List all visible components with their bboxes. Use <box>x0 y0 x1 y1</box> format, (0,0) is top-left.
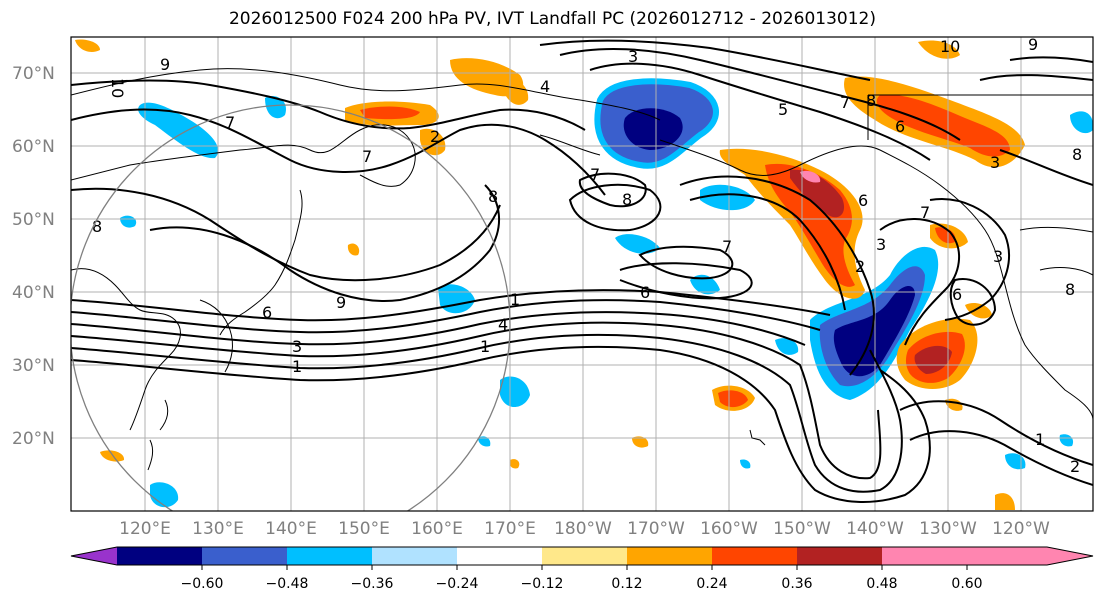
colorbar-outline <box>70 546 1094 566</box>
contour-label: 8 <box>866 91 876 110</box>
lon-label: 130°W <box>919 519 977 539</box>
colorbar-extend-low <box>71 547 117 565</box>
lon-label: 140°W <box>846 519 904 539</box>
colorbar-tick-label: 0.12 <box>611 576 642 592</box>
lon-label: 120°W <box>992 519 1050 539</box>
colorbar-tick-label: 0.36 <box>781 576 812 592</box>
map-content: 10 9 8 7 6 3 1 9 10 9 8 7 6 5 3 8 7 8 6 … <box>71 35 1093 511</box>
colorbar-tick-label: −0.36 <box>351 576 394 592</box>
colorbar-tick-label: −0.12 <box>521 576 564 592</box>
lon-label: 130°E <box>192 519 244 539</box>
contour-label: 8 <box>622 190 632 209</box>
contour-label: 1 <box>292 357 302 376</box>
contour-label: 9 <box>160 55 170 74</box>
contour-label: 7 <box>362 147 372 166</box>
contour-label: 6 <box>262 303 272 322</box>
lon-label: 170°W <box>627 519 685 539</box>
colorbar-tick-label: −0.24 <box>436 576 479 592</box>
colorbar-ticks <box>201 565 968 570</box>
lon-label: 140°E <box>265 519 317 539</box>
map-title-bar: 2026012500 F024 200 hPa PV, IVT Landfall… <box>0 0 1105 34</box>
lat-label: 20°N <box>12 429 55 449</box>
colorbar-tick-label: −0.60 <box>181 576 224 592</box>
colorbar-segment <box>372 547 457 565</box>
colorbar-segment <box>457 547 542 565</box>
contour-label: 10 <box>940 37 960 56</box>
colorbar-tick-label: 0.60 <box>951 576 982 592</box>
contour-label: 3 <box>876 235 886 254</box>
contour-label: 8 <box>1072 145 1082 164</box>
contour-label: 3 <box>993 247 1003 266</box>
lat-label: 70°N <box>12 64 55 84</box>
colorbar-tick-label: 0.24 <box>696 576 727 592</box>
contour-label: 10 <box>108 78 127 98</box>
lon-label: 160°E <box>411 519 463 539</box>
contour-label: 9 <box>1028 35 1038 54</box>
contour-label: 4 <box>498 315 508 334</box>
contour-label: 9 <box>336 293 346 312</box>
colorbar-segment <box>117 547 202 565</box>
contour-label: 1 <box>480 337 490 356</box>
lon-label: 160°W <box>700 519 758 539</box>
coastlines <box>71 68 1093 471</box>
contour-label: 6 <box>640 283 650 302</box>
contour-label: 7 <box>722 237 732 256</box>
lat-label: 40°N <box>12 283 55 303</box>
lat-label: 30°N <box>12 356 55 376</box>
lon-label: 150°W <box>773 519 831 539</box>
contour-label: 3 <box>990 153 1000 172</box>
contour-label: 5 <box>778 100 788 119</box>
lon-label: 180°W <box>554 519 612 539</box>
colorbar-segment <box>712 547 797 565</box>
colorbar-extend-high <box>1047 547 1093 565</box>
contour-label: 2 <box>1070 457 1080 476</box>
colorbar-tick-label: 0.48 <box>866 576 897 592</box>
map-title: 2026012500 F024 200 hPa PV, IVT Landfall… <box>228 9 876 29</box>
contour-label: 7 <box>920 203 930 222</box>
contour-label: 1 <box>1035 430 1045 449</box>
contour-label: 7 <box>840 93 850 112</box>
colorbar-segment <box>542 547 627 565</box>
colorbar: −0.60 −0.48 −0.36 −0.24 −0.12 0.12 0.24 … <box>70 546 1094 592</box>
lat-label: 60°N <box>12 137 55 157</box>
ivt-contours <box>71 39 1093 503</box>
colorbar-tick-label: −0.48 <box>266 576 309 592</box>
contour-label: 7 <box>590 165 600 184</box>
contour-label: 7 <box>225 113 235 132</box>
lon-label: 170°E <box>484 519 536 539</box>
contour-label: 2 <box>855 257 865 276</box>
colorbar-segment <box>797 547 882 565</box>
lon-label: 150°E <box>338 519 390 539</box>
contour-label: 6 <box>858 191 868 210</box>
map-border <box>70 36 1094 512</box>
contour-label: 8 <box>1065 280 1075 299</box>
contour-label: 8 <box>488 187 498 206</box>
contour-label: 3 <box>292 337 302 356</box>
contour-label: 4 <box>540 77 550 96</box>
longitude-labels: 120°E 130°E 140°E 150°E 160°E 170°E 180°… <box>119 519 1050 539</box>
contour-label: 3 <box>628 47 638 66</box>
colorbar-segment <box>882 547 1047 565</box>
radius-circle <box>71 104 511 511</box>
contour-label: 6 <box>952 285 962 304</box>
latitude-labels: 70°N 60°N 50°N 40°N 30°N 20°N <box>12 64 55 449</box>
contour-label: 8 <box>92 217 102 236</box>
colorbar-segment <box>202 547 287 565</box>
lat-label: 50°N <box>12 210 55 230</box>
colorbar-segment <box>627 547 712 565</box>
contour-labels: 10 9 8 7 6 3 1 9 10 9 8 7 6 5 3 8 7 8 6 … <box>92 35 1082 476</box>
contour-label: 1 <box>510 290 520 309</box>
lon-label: 120°E <box>119 519 171 539</box>
contour-label: 6 <box>895 117 905 136</box>
contour-label: 2 <box>430 127 440 146</box>
colorbar-segment <box>287 547 372 565</box>
